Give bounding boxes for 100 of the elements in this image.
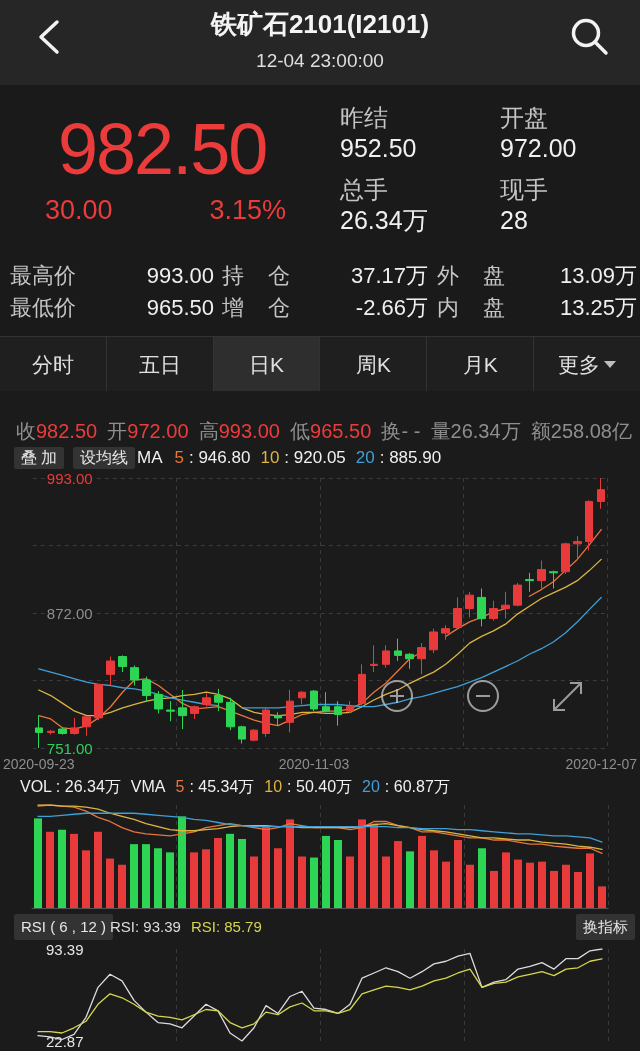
bar xyxy=(154,848,162,908)
text: VMA xyxy=(130,778,166,795)
bar xyxy=(394,841,402,908)
bar xyxy=(418,835,426,908)
text: RSI xyxy=(110,918,136,935)
text: 收 xyxy=(16,420,36,442)
y-tick-label: 22.87 xyxy=(46,1032,84,1050)
text: : 60.87万 xyxy=(384,778,450,795)
bar xyxy=(118,864,126,908)
bar xyxy=(430,850,438,908)
text: 现手 xyxy=(500,176,548,203)
series-label: 20 xyxy=(362,778,380,795)
candlestick xyxy=(190,705,199,720)
candlestick xyxy=(501,591,510,620)
candlestick xyxy=(298,690,306,705)
candlestick xyxy=(58,727,67,736)
bar xyxy=(490,870,498,908)
candlestick xyxy=(82,716,91,737)
text: 5 xyxy=(174,448,184,467)
candlestick xyxy=(118,654,127,673)
bar xyxy=(46,831,54,908)
bar xyxy=(82,850,90,908)
candlestick xyxy=(238,725,246,745)
candlestick xyxy=(166,700,175,722)
text: RSI xyxy=(190,918,216,935)
line-series xyxy=(38,558,602,717)
bar xyxy=(238,838,246,908)
candlestick xyxy=(214,688,223,712)
bar xyxy=(298,856,306,908)
text: 13.09万 xyxy=(559,263,637,288)
candlestick xyxy=(465,591,474,618)
candlestick xyxy=(70,717,79,736)
y-tick-label: 751.00 xyxy=(46,739,93,757)
text: 982.50 xyxy=(36,420,98,442)
bar xyxy=(574,871,582,908)
x-tick-label: 2020-09-23 xyxy=(2,756,75,772)
text: 30.00 xyxy=(45,195,113,225)
candlestick xyxy=(47,729,55,736)
candlestick xyxy=(226,697,235,731)
bar xyxy=(130,844,138,908)
series-label: 10 xyxy=(264,778,283,795)
text: 铁矿石2101(I2101) xyxy=(209,9,431,39)
text: 日K xyxy=(249,352,285,376)
text: 10 xyxy=(260,448,280,467)
bar xyxy=(598,886,606,908)
text: 低 xyxy=(290,420,311,442)
candlestick xyxy=(489,600,498,622)
line-series xyxy=(37,958,603,1034)
candlestick xyxy=(549,570,558,589)
bar xyxy=(106,858,114,908)
text: 993.00 xyxy=(218,420,280,442)
candlestick xyxy=(286,689,294,733)
text: 换- - xyxy=(381,420,421,442)
text: 设均线 xyxy=(73,447,136,469)
text: : 50.40万 xyxy=(287,778,353,795)
bar xyxy=(550,870,558,908)
candlestick xyxy=(154,690,163,714)
text: 周K xyxy=(355,352,391,376)
text: 叠 加 xyxy=(14,447,65,469)
bar xyxy=(466,864,474,908)
candlestick xyxy=(35,715,43,749)
text: : 885.90 xyxy=(379,448,442,467)
candlestick xyxy=(334,700,342,727)
candlestick xyxy=(453,596,462,630)
bar xyxy=(454,840,462,908)
text: 13.25万 xyxy=(559,295,637,320)
text: 最低价 xyxy=(10,295,76,320)
text: 持 仓 xyxy=(222,263,290,288)
text: 高 xyxy=(198,420,219,442)
candlestick xyxy=(262,707,270,738)
bar xyxy=(478,848,486,908)
bar xyxy=(142,844,150,908)
bar xyxy=(406,851,414,908)
bar xyxy=(58,829,66,908)
text: 28 xyxy=(500,206,528,234)
text: 开 xyxy=(107,420,128,442)
text: 月K xyxy=(462,352,498,376)
text: 额258.08亿 xyxy=(530,420,632,442)
text: VOL : 26.34万 xyxy=(20,778,121,795)
candlestick xyxy=(597,477,605,510)
candlestick xyxy=(441,624,450,641)
y-tick-label: 93.39 xyxy=(46,940,84,958)
text: 20 xyxy=(355,448,375,467)
text: 37.17万 xyxy=(350,263,428,288)
text: 更多 xyxy=(558,352,601,376)
bar xyxy=(322,835,330,908)
text: : 946.80 xyxy=(188,448,251,467)
text: MA xyxy=(137,448,163,467)
text: 26.34万 xyxy=(340,206,428,234)
y-tick-label: 993.00 xyxy=(46,469,93,487)
text: 分时 xyxy=(31,352,74,376)
text: 量26.34万 xyxy=(430,420,521,442)
text: 965.50 xyxy=(146,295,214,320)
text: 换指标 xyxy=(576,914,635,940)
candlestick xyxy=(394,638,402,662)
candlestick xyxy=(585,499,593,552)
candlestick xyxy=(142,676,151,702)
bar xyxy=(502,852,510,908)
candlestick xyxy=(178,689,187,730)
candlestick xyxy=(106,656,115,687)
